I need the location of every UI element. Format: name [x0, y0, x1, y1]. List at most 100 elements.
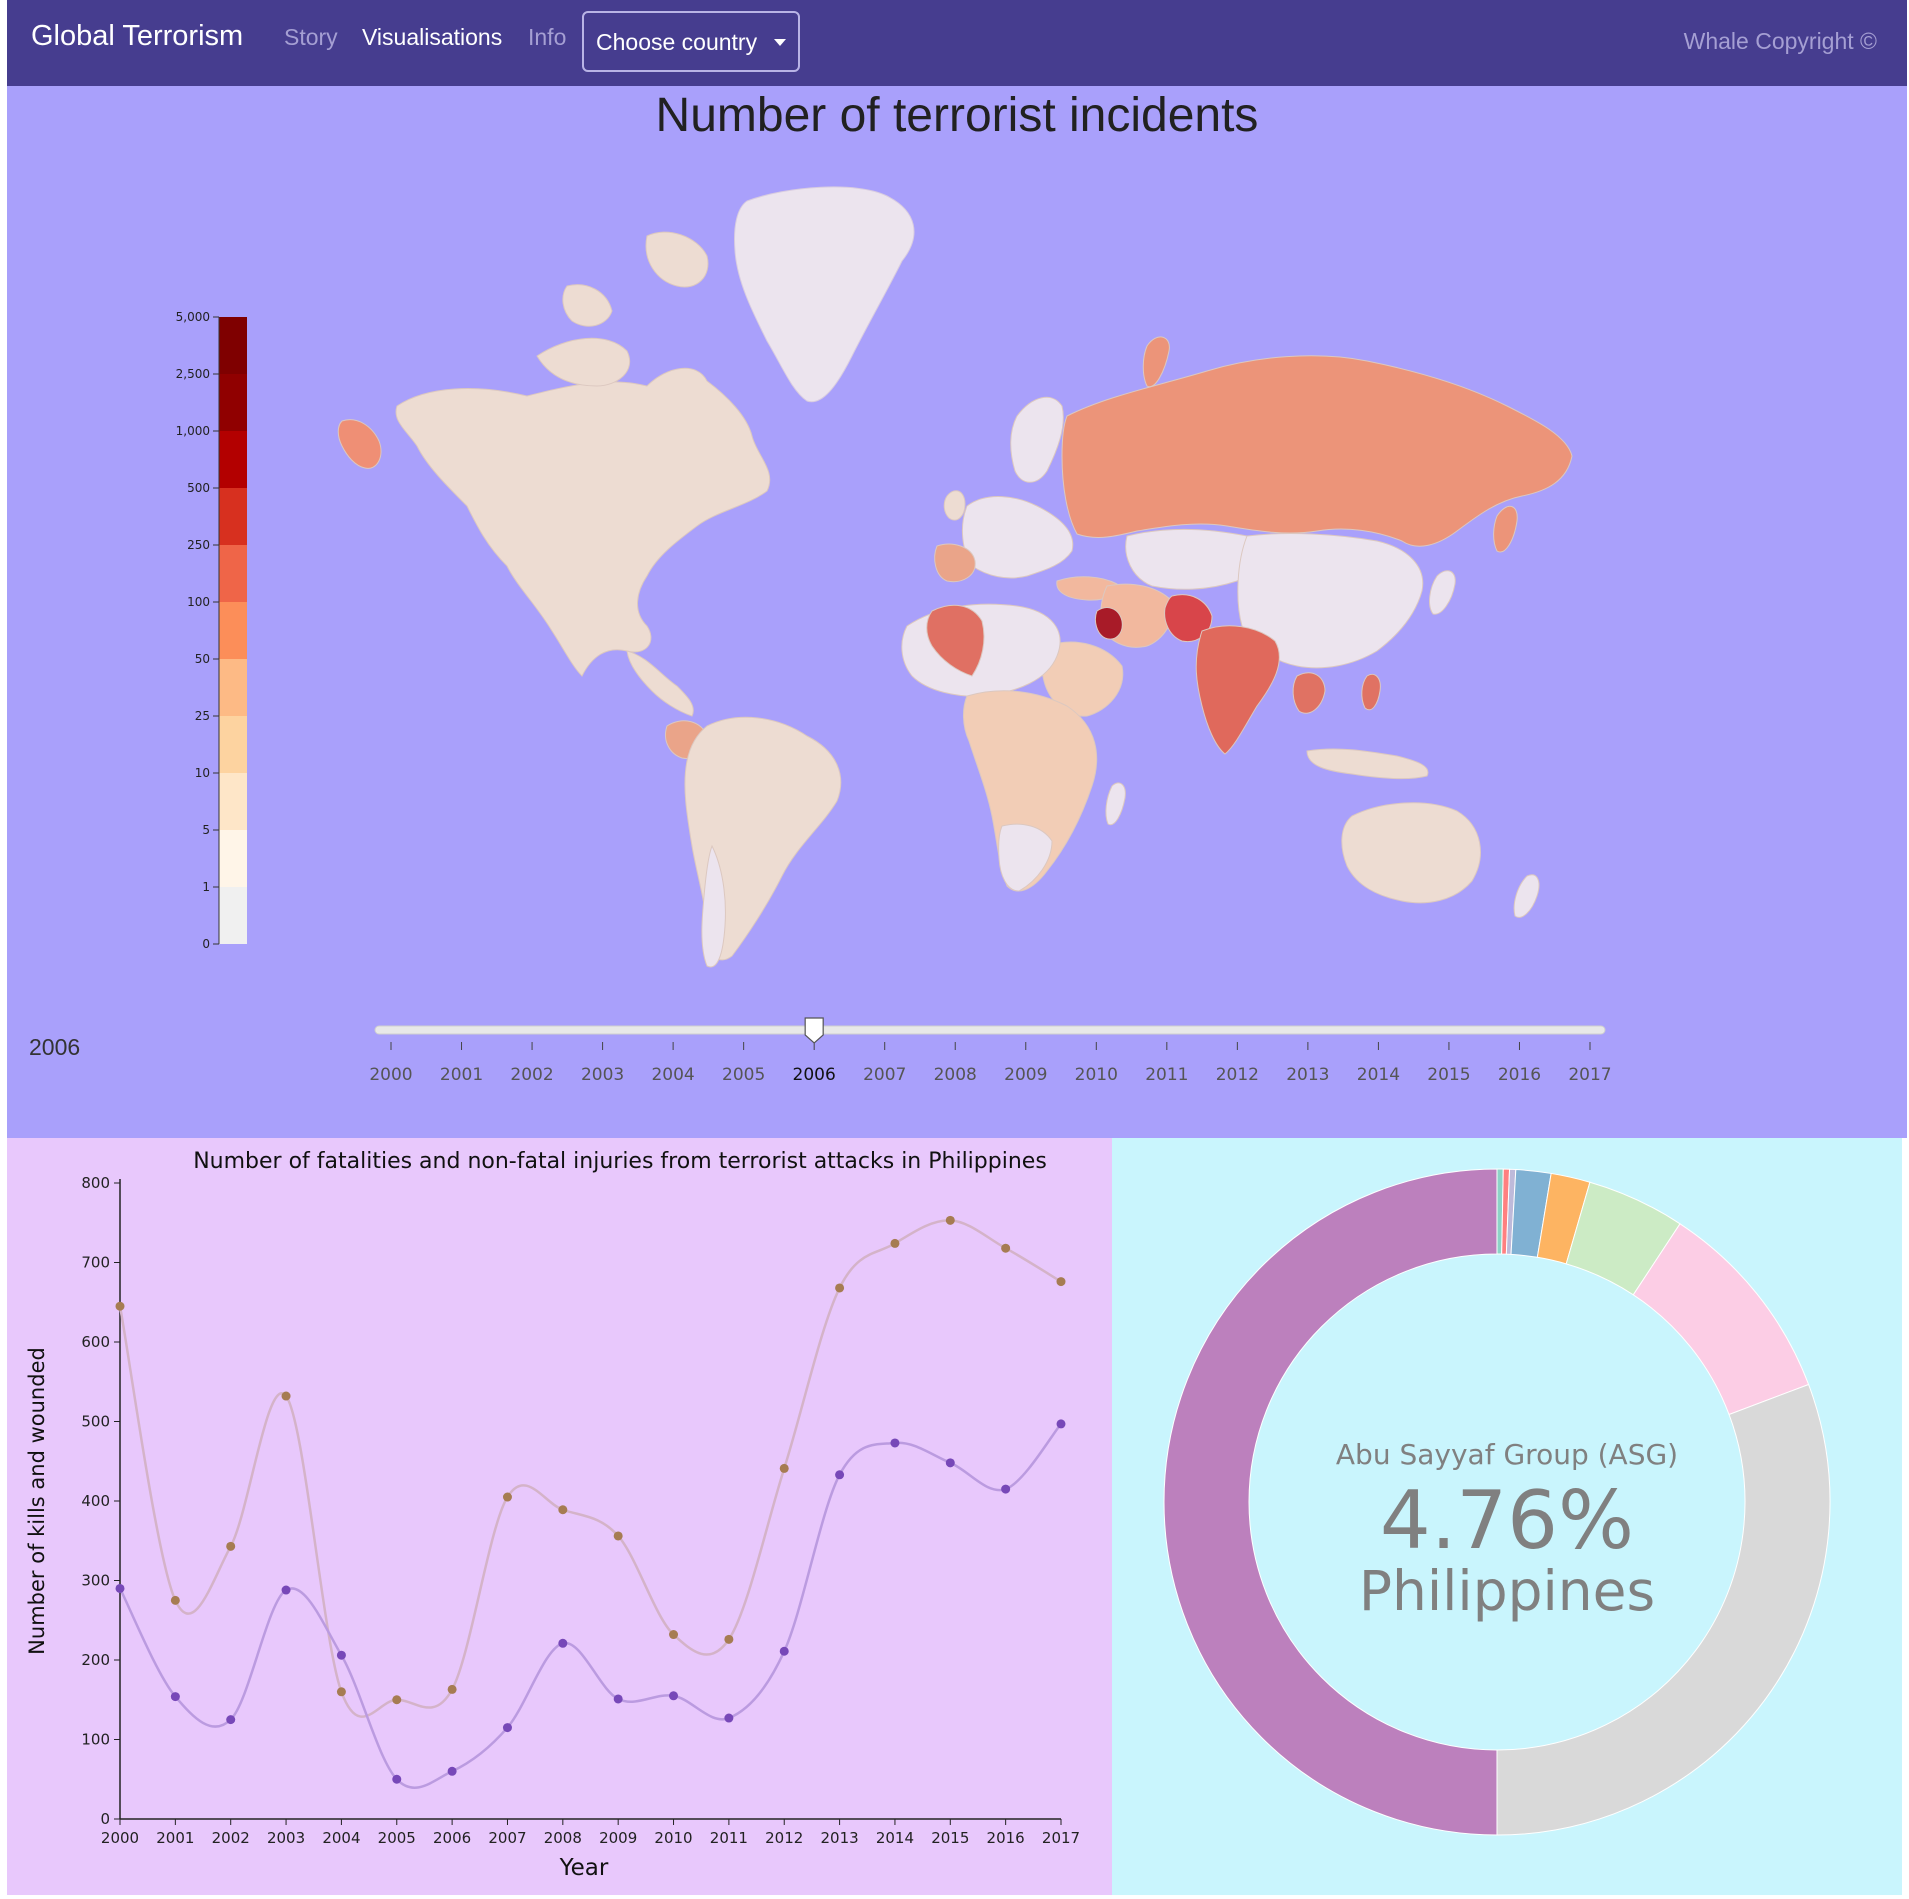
- map-country-subsaharan-africa[interactable]: [963, 690, 1098, 892]
- slider-year-label[interactable]: 2011: [1145, 1065, 1188, 1085]
- map-country-new-zealand[interactable]: [1513, 874, 1540, 918]
- slider-year-label[interactable]: 2009: [1004, 1065, 1047, 1085]
- donut-slice[interactable]: [1163, 1168, 1498, 1836]
- data-point[interactable]: [281, 1585, 291, 1595]
- slider-year-label[interactable]: 2008: [934, 1065, 977, 1085]
- map-country-algeria[interactable]: [926, 604, 985, 677]
- data-point[interactable]: [1056, 1277, 1066, 1287]
- donut-slice[interactable]: [1496, 1383, 1831, 1836]
- map-country-novaya-zemlya[interactable]: [1142, 336, 1170, 388]
- data-point[interactable]: [115, 1583, 125, 1593]
- data-point[interactable]: [226, 1715, 236, 1725]
- slider-year-label[interactable]: 2004: [651, 1065, 694, 1085]
- slider-year-label[interactable]: 2010: [1075, 1065, 1118, 1085]
- map-country-china[interactable]: [1237, 533, 1424, 669]
- data-point[interactable]: [1001, 1484, 1011, 1494]
- map-country-central-america[interactable]: [626, 650, 694, 717]
- data-point[interactable]: [502, 1723, 512, 1733]
- data-point[interactable]: [392, 1774, 402, 1784]
- slider-year-label[interactable]: 2012: [1216, 1065, 1259, 1085]
- map-country-alaska[interactable]: [337, 419, 382, 469]
- slider-year-label[interactable]: 2014: [1357, 1065, 1400, 1085]
- brand-link[interactable]: Global Terrorism: [31, 20, 244, 52]
- year-slider[interactable]: 2000 2001 2002 2003 2004 2005 2006 2007 2008 2009…: [7, 86, 1907, 1086]
- map-country-uk[interactable]: [943, 490, 966, 521]
- map-country-afghanistan-pakistan[interactable]: [1164, 594, 1213, 643]
- data-point[interactable]: [669, 1630, 679, 1640]
- legend-swatch: [219, 773, 247, 830]
- slider-year-label[interactable]: 2007: [863, 1065, 906, 1085]
- map-country-canada-islands[interactable]: [536, 231, 709, 387]
- data-point[interactable]: [669, 1691, 679, 1701]
- data-point[interactable]: [502, 1492, 512, 1502]
- data-point[interactable]: [1001, 1243, 1011, 1253]
- data-point[interactable]: [281, 1391, 291, 1401]
- data-point[interactable]: [226, 1541, 236, 1551]
- data-point[interactable]: [779, 1463, 789, 1473]
- world-map[interactable]: [7, 86, 1907, 986]
- map-country-north-america[interactable]: [395, 367, 771, 677]
- map-country-chile-argentina[interactable]: [701, 844, 726, 968]
- map-country-spain[interactable]: [934, 543, 976, 583]
- data-point[interactable]: [115, 1301, 125, 1311]
- data-point[interactable]: [558, 1638, 568, 1648]
- map-country-australia[interactable]: [1341, 802, 1481, 904]
- navbar: Global Terrorism Story Visualisations In…: [7, 0, 1907, 86]
- data-point[interactable]: [1056, 1419, 1066, 1429]
- slider-handle[interactable]: [804, 1017, 824, 1044]
- map-country-madagascar[interactable]: [1105, 782, 1126, 826]
- x-tick-label: 2012: [765, 1829, 803, 1847]
- map-country-philippines[interactable]: [1361, 673, 1381, 711]
- slider-year-label[interactable]: 2016: [1498, 1065, 1541, 1085]
- map-country-india[interactable]: [1195, 625, 1280, 755]
- data-point[interactable]: [945, 1458, 955, 1468]
- data-point[interactable]: [336, 1650, 346, 1660]
- map-country-scandinavia[interactable]: [1010, 396, 1064, 483]
- data-point[interactable]: [779, 1646, 789, 1656]
- data-point[interactable]: [890, 1238, 900, 1248]
- data-point[interactable]: [336, 1687, 346, 1697]
- data-point[interactable]: [558, 1505, 568, 1515]
- data-point[interactable]: [613, 1694, 623, 1704]
- data-point[interactable]: [724, 1634, 734, 1644]
- legend-tick-label: 1: [202, 880, 210, 894]
- map-country-russia[interactable]: [1061, 355, 1573, 547]
- slider-year-label[interactable]: 2006: [793, 1065, 836, 1085]
- slider-year-label[interactable]: 2017: [1568, 1065, 1611, 1085]
- map-country-japan[interactable]: [1429, 570, 1456, 615]
- data-point[interactable]: [890, 1438, 900, 1448]
- data-point[interactable]: [835, 1470, 845, 1480]
- data-point[interactable]: [835, 1283, 845, 1293]
- data-point[interactable]: [170, 1692, 180, 1702]
- nav-visualisations[interactable]: Visualisations: [362, 24, 503, 50]
- slider-year-label[interactable]: 2000: [369, 1065, 412, 1085]
- nav-story[interactable]: Story: [284, 24, 338, 50]
- x-tick-label: 2000: [101, 1829, 139, 1847]
- map-country-iraq[interactable]: [1094, 607, 1123, 640]
- data-point[interactable]: [724, 1713, 734, 1723]
- map-country-central-asia[interactable]: [1125, 528, 1259, 590]
- donut-chart[interactable]: [1112, 1138, 1902, 1895]
- data-point[interactable]: [447, 1684, 457, 1694]
- map-country-greenland[interactable]: [734, 186, 915, 403]
- data-point[interactable]: [945, 1215, 955, 1225]
- slider-year-label[interactable]: 2005: [722, 1065, 765, 1085]
- slider-year-label[interactable]: 2002: [510, 1065, 553, 1085]
- slider-year-label[interactable]: 2001: [440, 1065, 483, 1085]
- slider-track[interactable]: [374, 1025, 1606, 1035]
- map-country-indonesia[interactable]: [1306, 748, 1429, 780]
- map-country-southeast-asia[interactable]: [1292, 672, 1326, 714]
- slider-year-label[interactable]: 2015: [1427, 1065, 1470, 1085]
- y-tick-label: 400: [81, 1492, 110, 1510]
- slider-year-label[interactable]: 2003: [581, 1065, 624, 1085]
- data-point[interactable]: [392, 1695, 402, 1705]
- donut-chart-panel: Abu Sayyaf Group (ASG) 4.76% Philippines: [1112, 1138, 1902, 1895]
- map-country-kamchatka[interactable]: [1493, 506, 1518, 553]
- data-point[interactable]: [170, 1595, 180, 1605]
- choose-country-dropdown[interactable]: Choose country: [582, 11, 800, 72]
- data-point[interactable]: [613, 1531, 623, 1541]
- slider-year-label[interactable]: 2013: [1286, 1065, 1329, 1085]
- nav-info[interactable]: Info: [528, 24, 567, 50]
- map-country-southern-africa[interactable]: [998, 823, 1053, 892]
- data-point[interactable]: [447, 1766, 457, 1776]
